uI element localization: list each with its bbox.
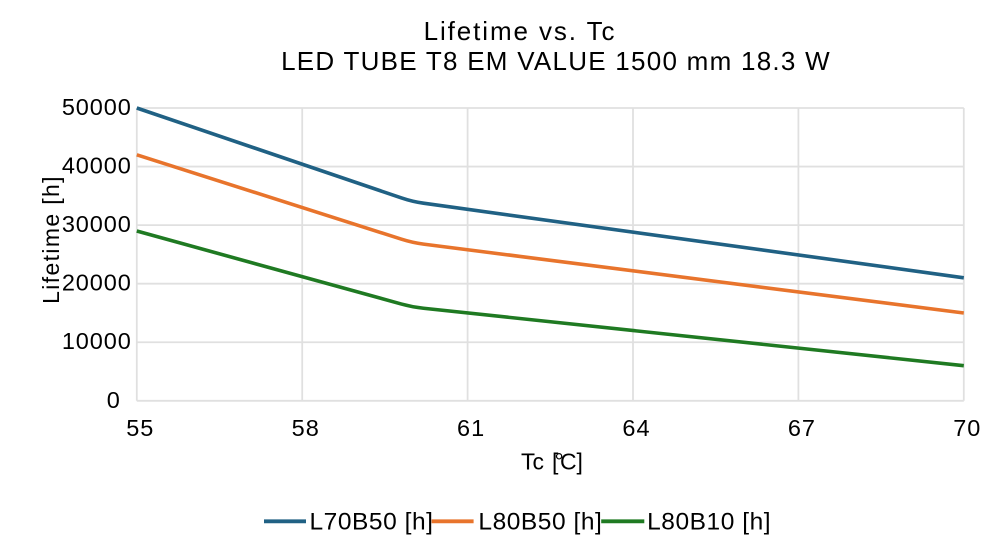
svg-text:10000: 10000 [62,328,132,354]
svg-text:Tc: Tc [521,449,544,475]
svg-text:C: C [560,449,577,475]
svg-text:]: ] [577,449,583,475]
svg-text:[: [ [552,449,559,475]
svg-text:20000: 20000 [62,270,132,296]
svg-text:67: 67 [788,415,816,441]
svg-text:58: 58 [292,415,320,441]
svg-text:L80B10 [h]: L80B10 [h] [647,509,771,536]
svg-text:64: 64 [622,415,650,441]
svg-text:LED TUBE T8 EM VALUE 1500 mm 1: LED TUBE T8 EM VALUE 1500 mm 18.3 W [281,46,831,76]
svg-text:0: 0 [107,387,121,413]
svg-text:50000: 50000 [62,94,132,120]
svg-text:°: ° [555,449,564,475]
svg-text:Lifetime vs. Tc: Lifetime vs. Tc [424,16,617,46]
svg-text:30000: 30000 [62,211,132,237]
svg-text:40000: 40000 [62,153,132,179]
svg-text:Lifetime [h]: Lifetime [h] [38,175,64,304]
svg-text:55: 55 [126,415,154,441]
svg-text:L70B50 [h]: L70B50 [h] [310,509,434,536]
svg-text:L80B50 [h]: L80B50 [h] [478,509,602,536]
svg-text:70: 70 [953,415,981,441]
svg-text:61: 61 [457,415,485,441]
